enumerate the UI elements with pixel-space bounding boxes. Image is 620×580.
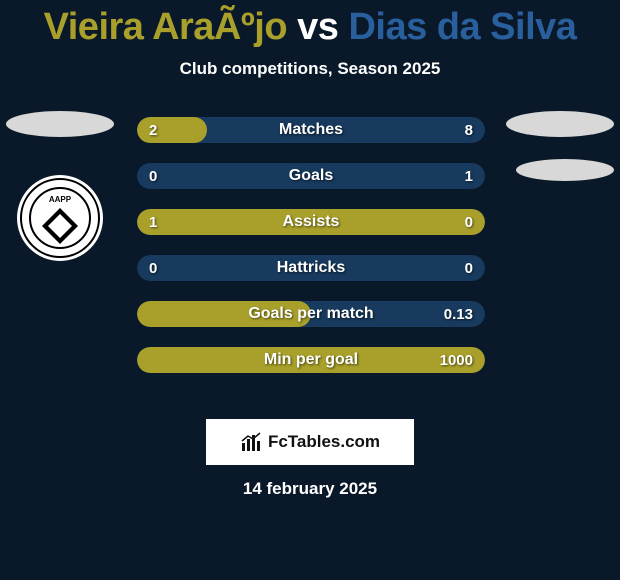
stat-value-right: 8 — [465, 117, 473, 143]
subtitle: Club competitions, Season 2025 — [0, 59, 620, 79]
stat-value-right: 1000 — [440, 347, 473, 373]
title-vs: vs — [297, 6, 338, 48]
stat-label: Min per goal — [137, 347, 485, 373]
stat-value-left: 2 — [149, 117, 157, 143]
stat-row: Goals0 1 — [137, 163, 485, 189]
right-side-shapes — [500, 117, 620, 407]
stat-label: Goals per match — [137, 301, 485, 327]
club-badge-icon: AAPP — [20, 178, 100, 258]
brand-icon — [240, 431, 262, 453]
stat-value-right: 0.13 — [444, 301, 473, 327]
stat-row: Goals per match0.13 — [137, 301, 485, 327]
club-badge-left: AAPP — [17, 175, 103, 261]
comparison-chart: AAPP Matches28Goals01Assists10Hattricks0… — [0, 117, 620, 407]
date: 14 february 2025 — [0, 479, 620, 499]
stat-label: Assists — [137, 209, 485, 235]
stat-label: Hattricks — [137, 255, 485, 281]
brand-footer: FcTables.com — [206, 419, 414, 465]
stat-row: Matches2 8 — [137, 117, 485, 143]
stat-row: Assists1 0 — [137, 209, 485, 235]
stat-value-left: 0 — [149, 163, 157, 189]
stat-value-right: 0 — [465, 209, 473, 235]
stat-label: Goals — [137, 163, 485, 189]
left-side-shapes: AAPP — [0, 117, 120, 407]
stat-row: Min per goal1000 — [137, 347, 485, 373]
page-title: Vieira AraÃºjo vs Dias da Silva — [0, 0, 620, 49]
stat-value-right: 0 — [465, 255, 473, 281]
comparison-bars: Matches28Goals01Assists10Hattricks00Goal… — [137, 117, 485, 393]
placeholder-oval — [516, 159, 614, 181]
svg-text:AAPP: AAPP — [49, 195, 72, 204]
stat-value-left: 1 — [149, 209, 157, 235]
title-player1: Vieira AraÃºjo — [44, 6, 287, 48]
placeholder-oval — [6, 111, 114, 137]
title-player2: Dias da Silva — [348, 6, 576, 48]
brand-text: FcTables.com — [268, 432, 380, 452]
placeholder-oval — [506, 111, 614, 137]
stat-value-left: 0 — [149, 255, 157, 281]
stat-row: Hattricks0 0 — [137, 255, 485, 281]
stat-value-right: 1 — [465, 163, 473, 189]
stat-label: Matches — [137, 117, 485, 143]
